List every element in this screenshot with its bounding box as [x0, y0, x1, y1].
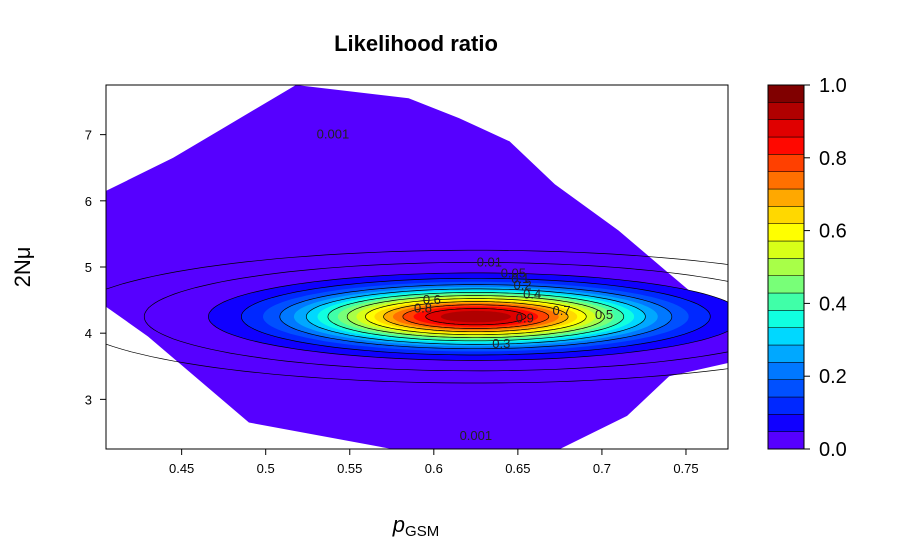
contour-lines: [106, 249, 728, 384]
x-tick-label: 0.75: [673, 461, 698, 476]
x-tick-label: 0.7: [593, 461, 611, 476]
contour-line: [383, 301, 569, 333]
contour-label: 0.1: [511, 271, 529, 286]
color-key-swatch: [767, 310, 805, 328]
color-key-swatch: [767, 258, 805, 276]
contour-line: [425, 308, 527, 326]
y-tick-label: 5: [85, 260, 92, 275]
contour-line: [305, 288, 646, 345]
contour-label: 0.3: [492, 336, 510, 351]
y-axis: 3 4 5 6 7: [85, 128, 106, 407]
color-key-swatch: [767, 223, 805, 242]
color-key-swatch: [767, 240, 805, 259]
contour-line: [241, 277, 711, 356]
x-tick-label: 0.55: [337, 461, 362, 476]
contour-label: 0.2: [514, 278, 532, 293]
color-key-frame: [767, 84, 805, 450]
contour-line: [106, 249, 728, 384]
chart-title: Likelihood ratio: [334, 31, 498, 56]
contour-label: 0.4: [523, 286, 541, 301]
contour-line: [402, 304, 550, 329]
x-tick-label: 0.45: [169, 461, 194, 476]
color-key-swatch: [767, 102, 805, 120]
y-tick-label: 7: [85, 128, 92, 143]
color-key-swatch: [767, 188, 805, 207]
contour-labels: 0.001 0.001 0.010.050.10.2 0.3 0.4 0.5 0.6 0.7 0…: [317, 127, 613, 443]
contour-band: [440, 310, 511, 323]
contour-line: [346, 295, 605, 339]
color-key-tick-label: 0.6: [819, 221, 847, 243]
x-axis-label: pGSM: [392, 512, 439, 540]
contour-line: [143, 262, 728, 372]
color-key-tick-label: 0.2: [819, 366, 847, 388]
color-key-swatch: [767, 396, 805, 415]
color-key-swatch: [767, 136, 805, 155]
contour-label: 0.7: [553, 303, 571, 318]
x-axis-label-main: p: [392, 512, 405, 537]
plot-area: 0.001 0.001 0.010.050.10.2 0.3 0.4 0.5 0.6 0.7 0…: [106, 85, 728, 449]
x-tick-label: 0.6: [425, 461, 443, 476]
color-key-swatch: [767, 292, 805, 311]
x-tick-label: 0.65: [505, 461, 530, 476]
contour-label: 0.001: [460, 428, 493, 443]
color-key-tick-label: 0.0: [819, 439, 847, 461]
color-key-swatch: [767, 154, 805, 172]
color-key-swatch: [767, 84, 805, 103]
color-key-swatch: [767, 275, 805, 294]
color-key-swatch: [767, 362, 805, 380]
contour-label: 0.9: [516, 310, 534, 325]
color-key-swatch: [767, 344, 805, 363]
contour-label: 0.001: [317, 127, 350, 142]
color-key-swatch: [767, 119, 805, 138]
contour-label: 0.05: [501, 265, 526, 280]
color-key-tick-label: 1.0: [819, 75, 847, 97]
x-axis: 0.45 0.5 0.55 0.6 0.65 0.7 0.75: [169, 449, 699, 476]
contour-label: 0.6: [423, 292, 441, 307]
contour-line: [365, 298, 587, 336]
contour-label: 0.01: [477, 254, 502, 269]
contour-line: [208, 272, 728, 361]
color-key-swatch: [767, 431, 805, 450]
color-key-swatch: [767, 327, 805, 346]
y-tick-label: 6: [85, 194, 92, 209]
color-key-swatch: [767, 414, 805, 432]
color-key-tick-label: 0.8: [819, 148, 847, 170]
y-axis-label-greek: μ: [10, 247, 35, 260]
color-key-swatch: [767, 379, 805, 398]
y-axis-label: 2Nμ: [10, 247, 35, 288]
y-tick-label: 4: [85, 326, 92, 341]
contour-line: [279, 284, 673, 350]
contour-label: 0.8: [414, 300, 432, 315]
y-axis-label-main: 2N: [10, 259, 35, 287]
color-key: 1.0 0.8 0.6 0.4 0.2 0.0: [767, 75, 847, 461]
color-key-tick-label: 0.4: [819, 293, 847, 315]
color-key-swatch: [767, 171, 805, 190]
x-axis-label-sub: GSM: [405, 523, 439, 540]
color-key-swatch: [767, 206, 805, 224]
x-tick-label: 0.5: [257, 461, 275, 476]
y-tick-label: 3: [85, 392, 92, 407]
contour-line: [327, 292, 625, 342]
contour-label: 0.5: [595, 307, 613, 322]
